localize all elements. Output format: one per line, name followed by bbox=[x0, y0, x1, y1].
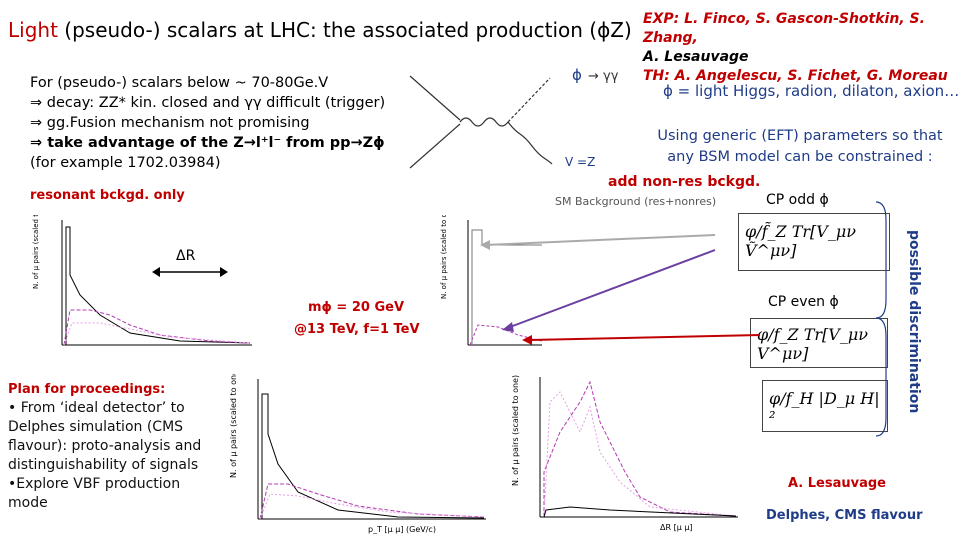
formula-h: φ/f_H |D_μ H|² bbox=[762, 380, 888, 432]
sm-background-label: SM Background (res+nonres) bbox=[555, 195, 717, 208]
annotation-arrows bbox=[480, 234, 761, 345]
resonant-label: resonant bckgd. only bbox=[30, 188, 185, 203]
feynman-diagram: ϕ → γγ V =Z bbox=[409, 66, 619, 169]
energy-label: @13 TeV, f=1 TeV bbox=[294, 322, 420, 337]
plan-item-2: •Explore VBF production mode bbox=[8, 476, 181, 511]
formula-even: φ/f_Z Tr[V_μν V^μν] bbox=[750, 318, 888, 368]
svg-text:N. of μ pairs (scaled to one): N. of μ pairs (scaled to one) bbox=[440, 215, 448, 299]
feynman-phi: ϕ bbox=[572, 66, 582, 84]
svg-text:N. of μ pairs (scaled to one): N. of μ pairs (scaled to one) bbox=[511, 375, 520, 486]
credits-exp2: A. Lesauvage bbox=[643, 49, 749, 65]
formula-odd: φ/f̃_Z Tr[V_μν Ṽ^μν] bbox=[738, 213, 890, 271]
feynman-vz: V =Z bbox=[565, 155, 595, 169]
plan-heading: Plan for proceedings: bbox=[8, 382, 166, 397]
credits-exp: EXP: L. Finco, S. Gascon-Shotkin, S. Zha… bbox=[643, 11, 925, 46]
possible-discrimination-label: possible discrimination bbox=[906, 230, 922, 414]
delphes-label: Delphes, CMS flavour bbox=[766, 508, 923, 523]
feynman-gg: → γγ bbox=[588, 69, 619, 84]
mass-label: mϕ = 20 GeV bbox=[308, 300, 405, 315]
svg-text:N. of μ pairs (scaled to one): N. of μ pairs (scaled to one) bbox=[32, 215, 40, 289]
using-generic-text: Using generic (EFT) parameters so that a… bbox=[657, 128, 943, 165]
body-text: For (pseudo-) scalars below ~ 70-80Ge.V … bbox=[30, 75, 386, 171]
author-label: A. Lesauvage bbox=[788, 476, 887, 491]
plot-dr-bottom: N. of μ pairs (scaled to one) ΔR [μ μ] bbox=[510, 372, 742, 532]
svg-text:p_T [μ μ] (GeV/c): p_T [μ μ] (GeV/c) bbox=[368, 525, 436, 534]
double-arrow bbox=[152, 267, 228, 277]
plan-block: Plan for proceedings: • From ‘ideal dete… bbox=[8, 380, 218, 513]
plan-item-1: • From ‘ideal detector’ to Delphes simul… bbox=[8, 400, 202, 473]
bracket bbox=[875, 201, 887, 437]
plot-pt-bottom: N. of μ pairs (scaled to one) p_T [μ μ] … bbox=[228, 374, 490, 534]
add-nonres-label: add non-res bckgd. bbox=[608, 174, 761, 190]
slide-title: Light (pseudo-) scalars at LHC: the asso… bbox=[8, 18, 632, 42]
credits-th: TH: A. Angelescu, S. Fichet, G. Moreau bbox=[643, 68, 948, 84]
phi-definition: ϕ = light Higgs, radion, dilaton, axion… bbox=[663, 82, 960, 100]
cp-odd-label: CP odd ϕ bbox=[766, 192, 829, 208]
plot-pt-resonant: N. of μ pairs (scaled to one) bbox=[30, 215, 255, 355]
plot-pt-sm: N. of μ pairs (scaled to one) bbox=[438, 215, 543, 360]
svg-text:N. of μ pairs (scaled to one): N. of μ pairs (scaled to one) bbox=[229, 374, 238, 478]
svg-text:ΔR [μ μ]: ΔR [μ μ] bbox=[660, 523, 693, 532]
delta-r-label: ΔR bbox=[176, 248, 196, 264]
cp-even-label: CP even ϕ bbox=[768, 294, 839, 310]
credits: EXP: L. Finco, S. Gascon-Shotkin, S. Zha… bbox=[643, 10, 960, 86]
